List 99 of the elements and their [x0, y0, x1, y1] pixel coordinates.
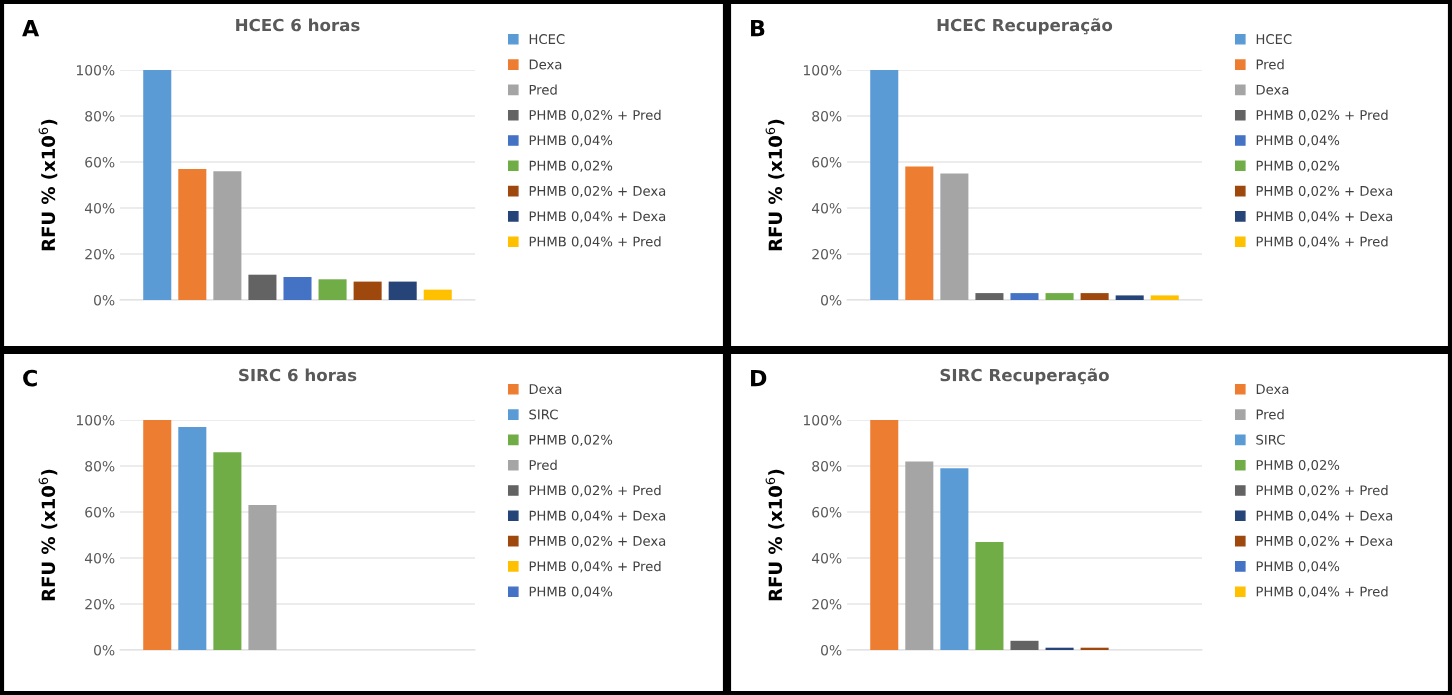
legend-label: PHMB 0,04% + Pred — [529, 236, 661, 248]
y-tick-label: 20% — [812, 248, 842, 260]
legend-label: PHMB 0,02% — [529, 434, 613, 447]
y-tick-label: 100% — [803, 64, 842, 76]
bar — [318, 279, 347, 300]
bar — [1010, 293, 1039, 300]
y-tick-label: 100% — [803, 414, 842, 426]
bar — [1080, 293, 1109, 300]
bar — [178, 426, 207, 650]
bar — [1010, 640, 1039, 650]
legend-label: PHMB 0,04% + Pred — [1256, 236, 1388, 248]
bar — [143, 420, 172, 650]
bar — [283, 277, 312, 300]
legend-label: SIRC — [529, 409, 558, 420]
bar — [905, 166, 934, 300]
bar — [353, 281, 382, 300]
bar — [1115, 295, 1144, 300]
legend-label: PHMB 0,04% + Dexa — [529, 510, 666, 522]
legend-label: PHMB 0,02% + Pred — [529, 109, 661, 122]
legend-label: PHMB 0,04% + Pred — [529, 561, 661, 573]
y-tick-label: 60% — [812, 506, 842, 518]
legend-label: PHMB 0,02% — [529, 160, 613, 172]
bar — [213, 452, 242, 650]
bar — [940, 173, 969, 300]
legend-label: PHMB 0,02% + Pred — [1256, 109, 1388, 122]
legend-label: PHMB 0,04% + Dexa — [1256, 211, 1393, 223]
legend-label: PHMB 0,04% — [1256, 135, 1340, 147]
legend-label: Dexa — [529, 59, 562, 70]
y-tick-label: 80% — [85, 110, 115, 122]
y-axis-title: RFU % (x10$^{6}$) — [38, 469, 58, 601]
y-axis-title: RFU % (x10$^{6}$) — [765, 119, 785, 251]
y-tick-label: 80% — [812, 460, 842, 472]
legend-label: Pred — [529, 84, 557, 95]
legend-label: PHMB 0,04% — [529, 135, 613, 147]
legend-label: Dexa — [1256, 384, 1289, 395]
text: A — [22, 19, 40, 37]
legend-label: Pred — [529, 459, 557, 470]
y-tick-label: 40% — [811, 202, 842, 214]
y-tick-label: 60% — [85, 156, 115, 168]
y-tick-label: 80% — [812, 110, 842, 122]
y-tick-label: 40% — [84, 202, 115, 214]
legend-label: PHMB 0,02% + Pred — [529, 485, 661, 497]
bar — [248, 274, 277, 300]
bar — [975, 293, 1004, 300]
legend-label: PHMB 0,04% — [1256, 561, 1340, 573]
y-tick-label: 20% — [812, 598, 842, 610]
legend-label: PHMB 0,02% + Dexa — [1256, 535, 1393, 548]
y-tick-label: 100% — [76, 414, 115, 426]
legend-label: PHMB 0,02% — [1256, 160, 1340, 172]
y-tick-label: 20% — [85, 248, 115, 260]
bar — [388, 281, 417, 300]
bar — [940, 468, 969, 650]
bar — [870, 70, 899, 300]
legend-label: SIRC — [1256, 434, 1285, 445]
bar — [143, 70, 172, 300]
legend-label: Pred — [1256, 59, 1284, 70]
y-tick-label: 80% — [85, 460, 115, 472]
text: B — [751, 19, 765, 37]
y-tick-label: 40% — [84, 552, 115, 564]
y-tick-label: 60% — [85, 506, 115, 518]
bar — [248, 505, 277, 650]
y-tick-label: 60% — [812, 156, 842, 168]
text: C — [23, 369, 37, 387]
legend-label: HCEC — [1256, 34, 1292, 45]
y-axis-title: RFU % (x10$^{6}$) — [765, 469, 785, 601]
legend-label: PHMB 0,04% — [529, 586, 613, 598]
y-tick-label: 0% — [94, 294, 115, 306]
legend-label: PHMB 0,02% — [1256, 460, 1340, 472]
bar — [1045, 293, 1074, 300]
bar — [905, 461, 934, 650]
legend-label: Dexa — [1256, 84, 1289, 95]
bar — [975, 541, 1004, 650]
y-tick-label: 0% — [821, 644, 842, 656]
legend-label: PHMB 0,02% + Dexa — [529, 535, 666, 548]
legend-label: Pred — [1256, 409, 1284, 420]
legend-label: PHMB 0,02% + Dexa — [529, 185, 666, 198]
legend-label: PHMB 0,02% + Pred — [1256, 485, 1388, 497]
legend-label: PHMB 0,04% + Pred — [1256, 586, 1388, 598]
y-tick-label: 20% — [85, 598, 115, 610]
legend-label: PHMB 0,04% + Dexa — [1256, 510, 1393, 522]
chart-title: SIRC 6 horas — [239, 368, 357, 382]
bar — [213, 171, 242, 300]
chart-title: HCEC 6 horas — [236, 18, 360, 32]
legend-label: Dexa — [529, 384, 562, 395]
bar — [1150, 295, 1179, 300]
bar — [423, 289, 452, 300]
y-tick-label: 40% — [811, 552, 842, 564]
bar — [870, 420, 899, 650]
chart-title: HCEC Recuperação — [937, 18, 1113, 35]
text: D — [751, 369, 767, 387]
y-tick-label: 100% — [76, 64, 115, 76]
legend-label: HCEC — [529, 34, 565, 45]
legend-label: PHMB 0,04% + Dexa — [529, 211, 666, 223]
chart-title: SIRC Recuperação — [940, 368, 1109, 385]
y-axis-title: RFU % (x10$^{6}$) — [38, 119, 58, 251]
bar — [178, 168, 207, 300]
y-tick-label: 0% — [94, 644, 115, 656]
legend-label: PHMB 0,02% + Dexa — [1256, 185, 1393, 198]
y-tick-label: 0% — [821, 294, 842, 306]
